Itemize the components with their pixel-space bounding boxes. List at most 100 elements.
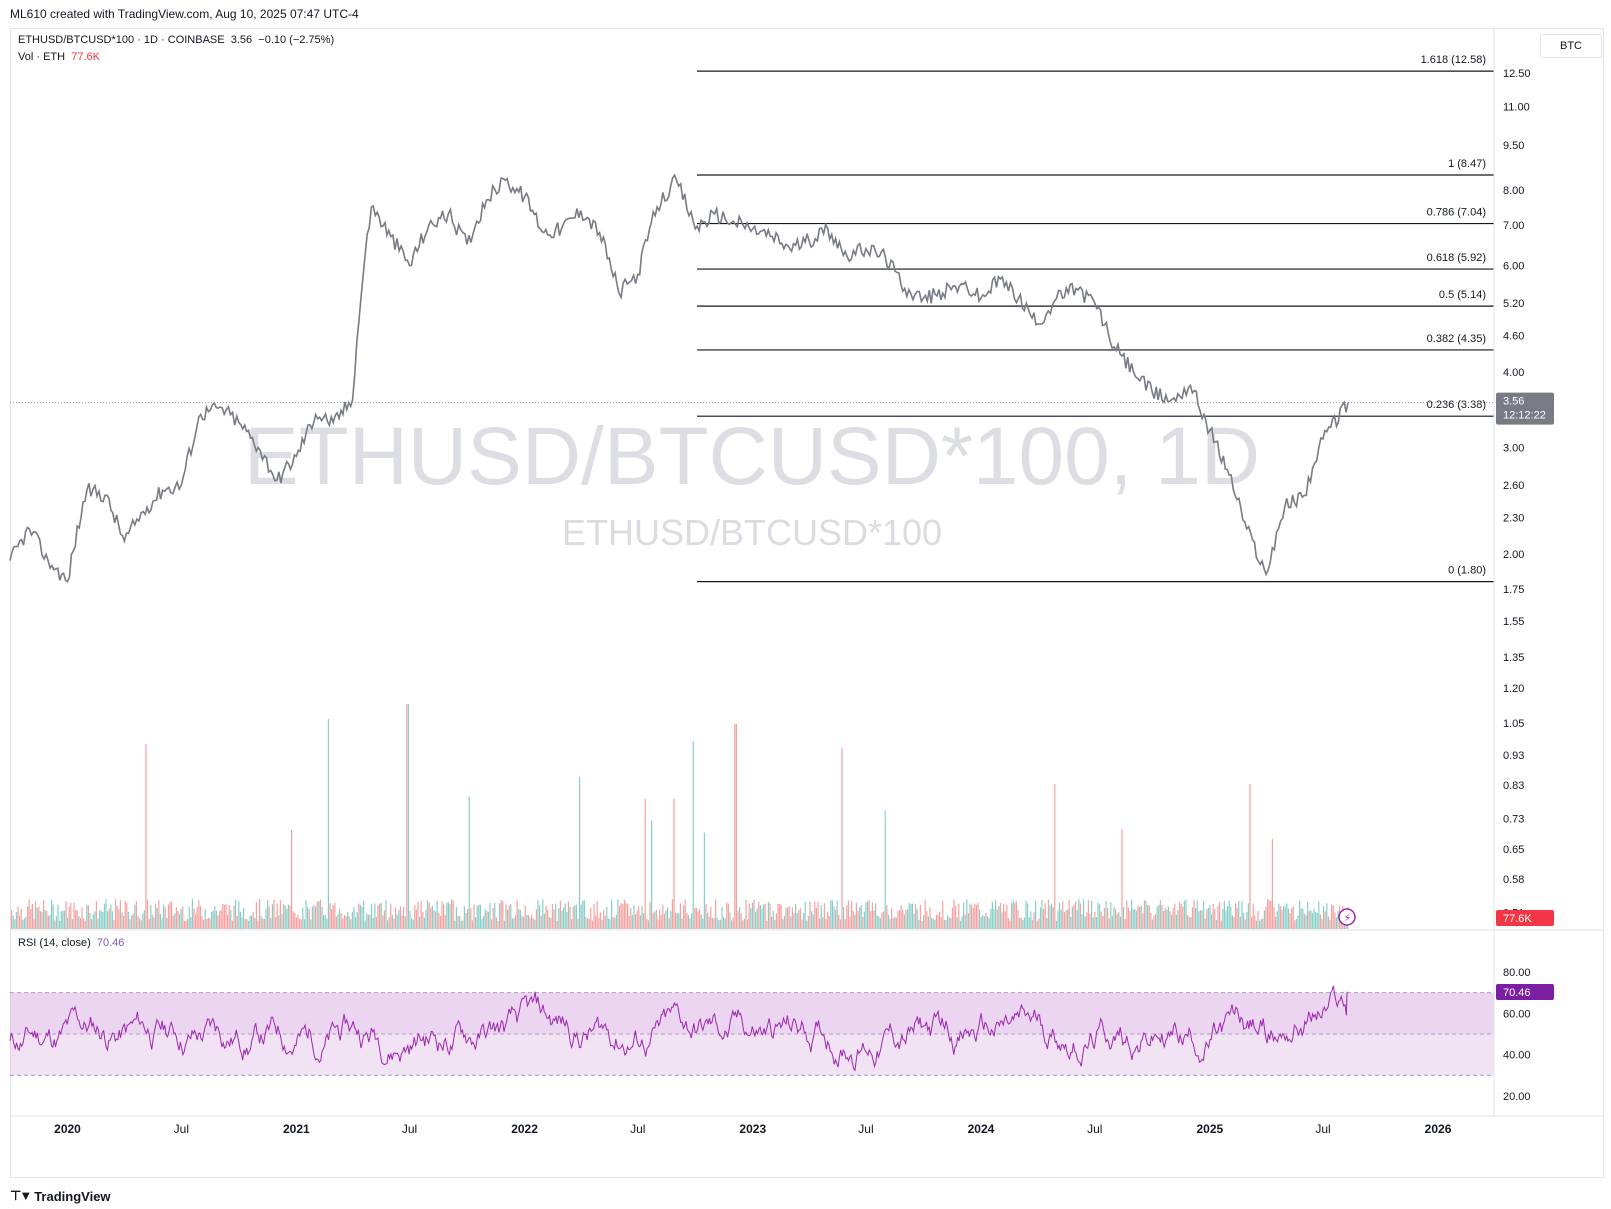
volume-bar: [363, 900, 365, 929]
volume-bar: [369, 914, 371, 929]
volume-bar: [1054, 784, 1056, 929]
volume-bar: [1137, 905, 1139, 929]
volume-bar: [767, 901, 769, 929]
volume-bar: [900, 905, 902, 929]
volume-bar: [1188, 916, 1190, 929]
volume-bar: [371, 904, 373, 929]
volume-bar: [862, 916, 864, 929]
volume-bar: [1087, 900, 1089, 929]
volume-bar: [71, 919, 73, 929]
volume-bar: [683, 905, 685, 929]
volume-legend[interactable]: Vol · ETH 77.6K: [18, 51, 100, 63]
price-tick-label: 1.35: [1503, 652, 1524, 664]
volume-bar: [198, 900, 200, 929]
volume-bar: [473, 904, 475, 929]
volume-bar: [694, 908, 696, 929]
volume-bar: [342, 918, 344, 929]
volume-bar: [809, 901, 811, 929]
volume-bar: [700, 914, 702, 929]
price-tick-label: 7.00: [1503, 220, 1524, 232]
volume-bar: [279, 900, 281, 929]
volume-bar: [1268, 900, 1270, 929]
volume-bar: [1247, 903, 1249, 929]
volume-bar: [113, 919, 115, 929]
volume-bar: [1164, 908, 1166, 929]
volume-bar: [1332, 905, 1334, 929]
volume-bar: [340, 913, 342, 929]
volume-bar: [1201, 910, 1203, 929]
volume-bar: [924, 900, 926, 929]
volume-bar: [147, 900, 149, 929]
volume-bar: [1012, 899, 1014, 929]
volume-bar: [462, 920, 464, 929]
volume-bar: [556, 920, 558, 929]
volume-bar: [564, 903, 566, 929]
volume-bar: [70, 902, 72, 929]
volume-bar: [33, 919, 35, 929]
volume-bar: [359, 904, 361, 929]
volume-bar: [367, 914, 369, 929]
volume-bar: [884, 810, 886, 929]
volume-bar: [150, 905, 152, 929]
volume-bar: [263, 918, 265, 929]
fib-level-label: 1.618 (12.58): [1421, 54, 1486, 66]
currency-tag[interactable]: BTC: [1540, 34, 1602, 58]
volume-bar: [673, 798, 675, 929]
volume-bar: [1019, 918, 1021, 929]
volume-bar: [1142, 913, 1144, 929]
volume-bar: [305, 900, 307, 929]
volume-bar: [86, 904, 88, 929]
volume-bar: [1251, 917, 1253, 929]
volume-bar: [44, 910, 46, 929]
volume-bar: [1073, 904, 1075, 929]
volume-bar: [324, 914, 326, 929]
volume-bar: [241, 917, 243, 929]
volume-bar: [699, 909, 701, 929]
volume-bar: [116, 906, 118, 929]
volume-bar: [990, 908, 992, 929]
volume-bar: [236, 915, 238, 929]
volume-bar: [1084, 916, 1086, 929]
volume-bar: [12, 915, 14, 929]
volume-bar: [148, 919, 150, 929]
volume-bar: [327, 719, 329, 929]
rsi-legend[interactable]: RSI (14, close) 70.46: [18, 937, 124, 949]
volume-bar: [1014, 902, 1016, 929]
time-tick-label: 2025: [1196, 1122, 1223, 1136]
volume-bar: [374, 903, 376, 929]
volume-bar: [391, 914, 393, 929]
volume-bar: [415, 909, 417, 929]
volume-bar: [209, 918, 211, 929]
volume-bar: [1187, 915, 1189, 929]
volume-bar: [953, 899, 955, 929]
volume-bar: [894, 916, 896, 929]
volume-bar: [751, 902, 753, 929]
symbol-legend[interactable]: ETHUSD/BTCUSD*100 · 1D · COINBASE 3.56 −…: [18, 34, 334, 46]
time-tick-label: Jul: [174, 1122, 189, 1136]
volume-bar: [878, 916, 880, 929]
volume-bar: [643, 913, 645, 929]
volume-bar: [569, 906, 571, 929]
volume-bar: [550, 918, 552, 929]
brand-footer[interactable]: ⊤▼ TradingView: [10, 1188, 111, 1204]
volume-bar: [910, 904, 912, 929]
volume-bar: [947, 915, 949, 929]
volume-bar: [1155, 914, 1157, 929]
volume-bar: [217, 915, 219, 929]
volume-bar: [553, 909, 555, 929]
volume-bar: [1299, 900, 1301, 929]
volume-bar: [582, 900, 584, 929]
volume-bar: [601, 920, 603, 929]
volume-bar: [988, 918, 990, 929]
volume-bar: [1257, 910, 1259, 929]
volume-bar: [711, 917, 713, 929]
volume-bar: [1107, 907, 1109, 929]
volume-bar: [519, 909, 521, 929]
volume-bar: [929, 907, 931, 929]
volume-bar: [764, 904, 766, 929]
volume-bar: [321, 906, 323, 929]
volume-bar: [299, 918, 301, 929]
volume-bar: [972, 907, 974, 929]
volume-bar: [614, 917, 616, 929]
